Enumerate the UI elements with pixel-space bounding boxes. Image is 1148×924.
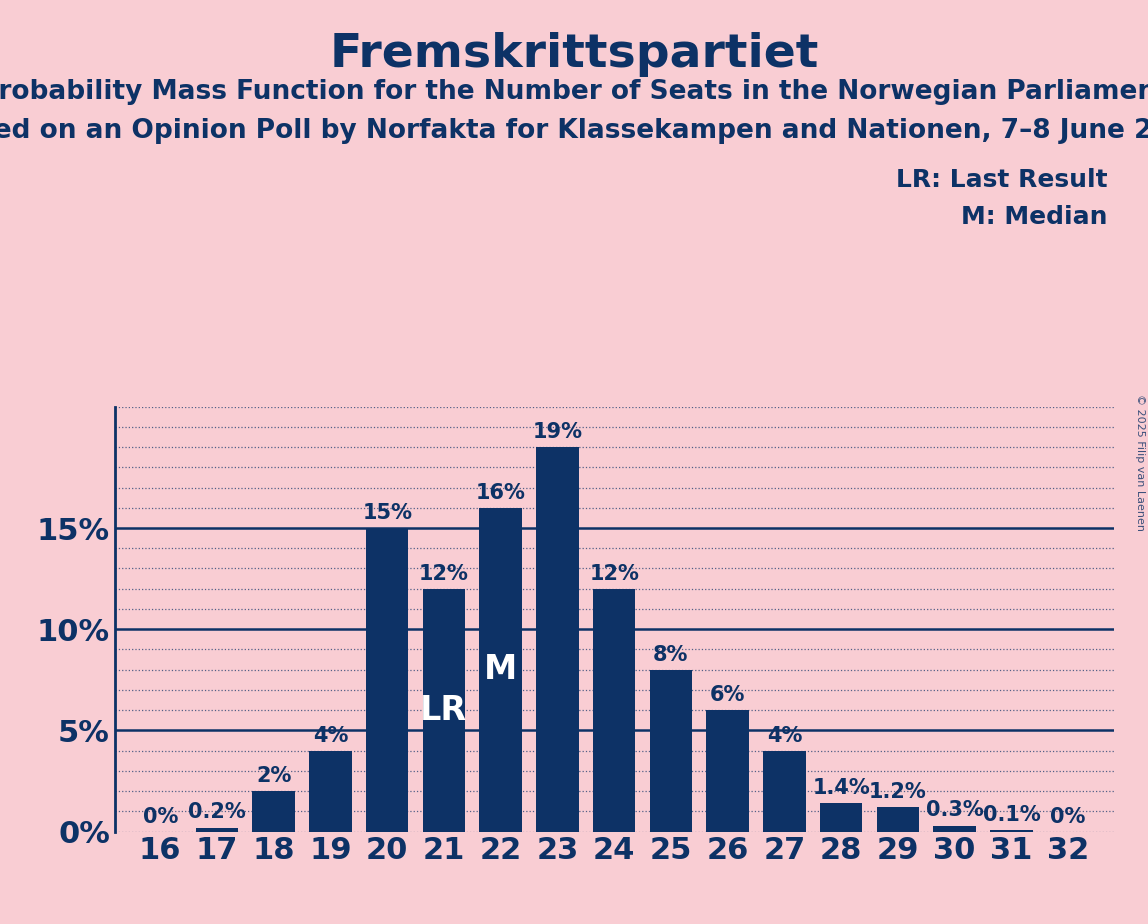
Bar [706,711,748,832]
Bar [820,803,862,832]
Text: 0.2%: 0.2% [188,802,246,822]
Bar [536,447,579,832]
Text: 4%: 4% [767,725,802,746]
Text: Probability Mass Function for the Number of Seats in the Norwegian Parliament: Probability Mass Function for the Number… [0,79,1148,104]
Bar [650,670,692,832]
Text: 15%: 15% [362,503,412,523]
Text: Based on an Opinion Poll by Norfakta for Klassekampen and Nationen, 7–8 June 202: Based on an Opinion Poll by Norfakta for… [0,118,1148,144]
Bar [763,750,806,832]
Bar [933,825,976,832]
Text: 16%: 16% [475,482,526,503]
Text: 12%: 12% [589,564,639,584]
Text: 12%: 12% [419,564,468,584]
Text: 0%: 0% [1050,807,1086,827]
Bar [990,830,1033,832]
Text: 2%: 2% [256,766,292,786]
Text: 0.1%: 0.1% [983,805,1040,824]
Text: M: M [484,653,518,687]
Text: 6%: 6% [709,685,745,705]
Text: 1.4%: 1.4% [813,778,870,798]
Bar [592,589,636,832]
Text: 0%: 0% [142,807,178,827]
Text: 8%: 8% [653,645,689,664]
Text: M: Median: M: Median [961,205,1108,229]
Bar [253,791,295,832]
Text: 4%: 4% [312,725,348,746]
Text: 1.2%: 1.2% [869,783,926,802]
Bar [195,828,239,832]
Text: 0.3%: 0.3% [925,800,984,821]
Bar [422,589,465,832]
Text: LR: Last Result: LR: Last Result [897,168,1108,192]
Text: 19%: 19% [533,422,582,442]
Text: LR: LR [420,694,467,726]
Bar [309,750,351,832]
Bar [480,508,522,832]
Bar [366,528,409,832]
Text: © 2025 Filip van Laenen: © 2025 Filip van Laenen [1135,394,1145,530]
Text: Fremskrittspartiet: Fremskrittspartiet [329,32,819,78]
Bar [877,808,920,832]
